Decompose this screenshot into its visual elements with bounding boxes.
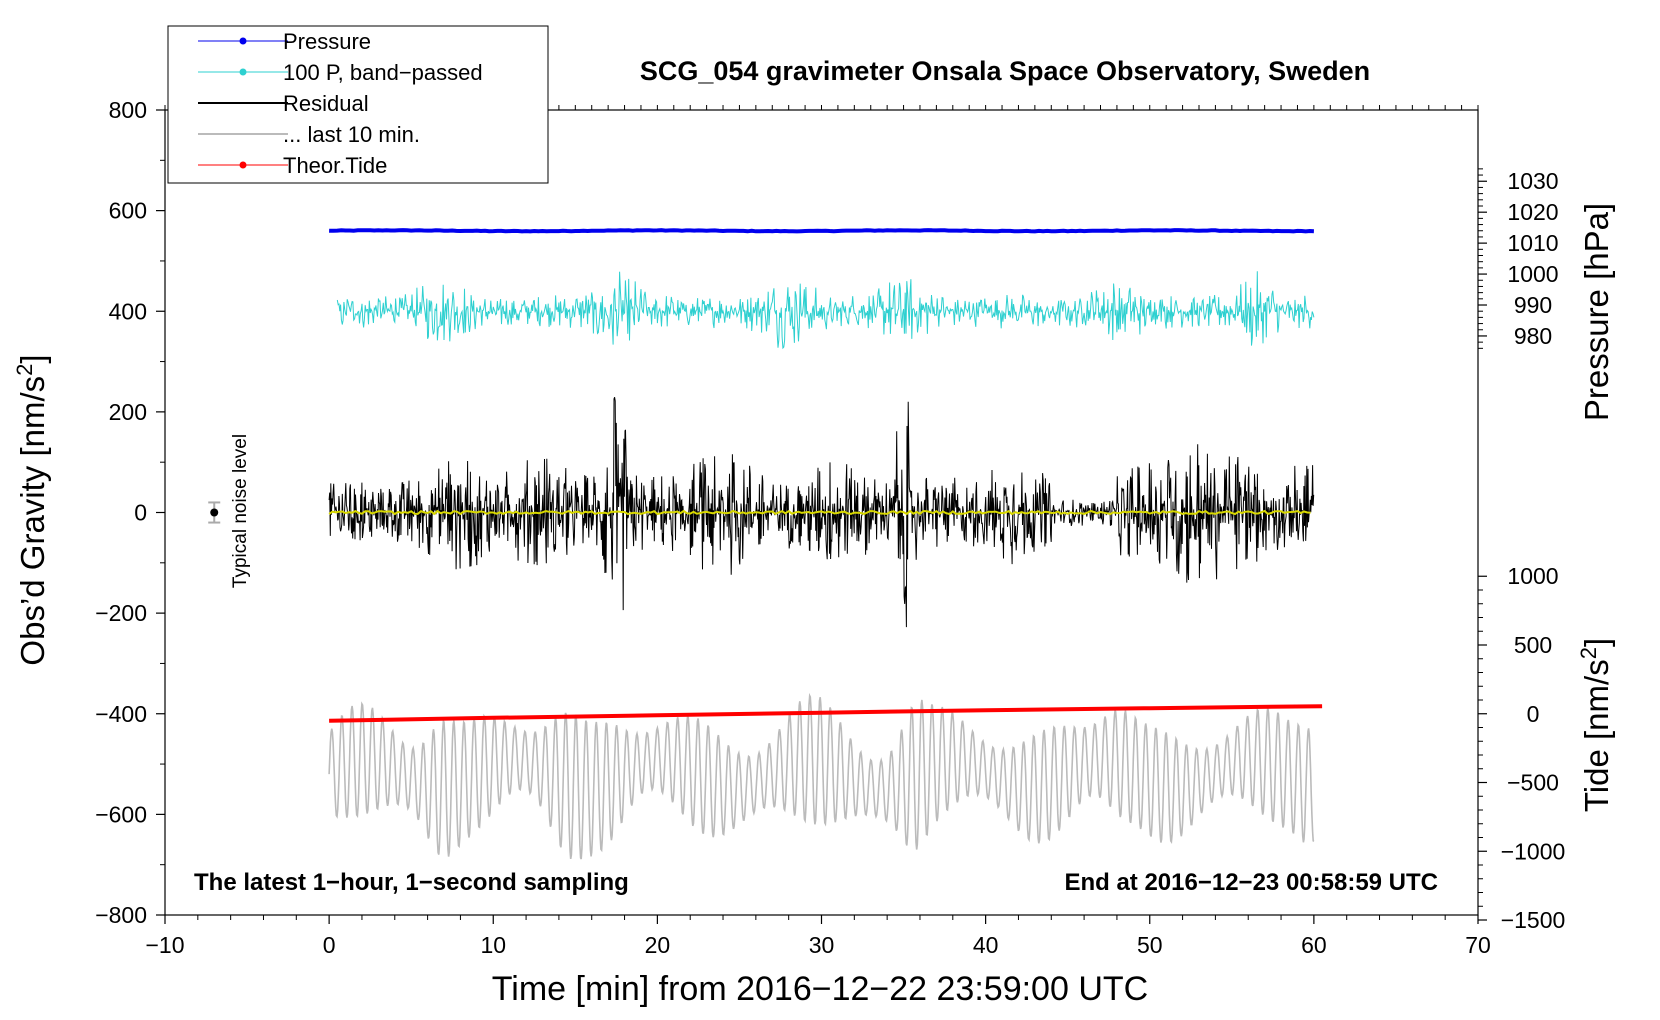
y-tick-label: 400 [109,298,147,324]
legend: Pressure 100 P, band−passed Residual ... la… [167,25,549,184]
series-last-10-min [328,692,1315,860]
y-tick-label: −800 [95,902,147,928]
x-tick-label: 20 [645,932,671,958]
series-pressure [329,228,1314,234]
x-tick-label: −10 [145,932,184,958]
tide-tick-label: 1000 [1507,563,1558,589]
series-band-passed-pressure [336,271,1315,350]
legend-marker [239,37,247,45]
y-axis-label-tide: Tide [nm/s2] [1576,638,1616,812]
series-residual [328,397,1315,628]
noise-point [210,508,219,517]
noise-level-marker [208,501,221,524]
pressure-tick-label: 990 [1514,292,1552,318]
axes-layer: −10 0 10 20 30 40 50 60 70−800−600−400−200020040… [95,97,1565,958]
y-tick-label: −400 [95,701,147,727]
pressure-tick-label: 1020 [1507,199,1558,225]
legend-box [167,25,549,184]
x-tick-label: 10 [480,932,506,958]
legend-marker [239,161,247,169]
x-tick-label: 60 [1301,932,1327,958]
series-residual-mean [328,509,1311,516]
legend-label: ... last 10 min. [283,122,420,147]
x-axis-label: Time [min] from 2016−12−22 23:59:00 UTC [492,970,1148,1008]
pressure-tick-label: 1010 [1507,230,1558,256]
x-tick-label: 30 [809,932,835,958]
x-tick-label: 40 [973,932,999,958]
pressure-tick-label: 980 [1514,323,1552,349]
annotation-sampling: The latest 1−hour, 1−second sampling [194,869,629,896]
x-tick-label: 0 [323,932,336,958]
y-tick-label: −600 [95,801,147,827]
legend-label: Theor.Tide [283,153,387,178]
tide-tick-label: −1000 [1501,838,1566,864]
y-tick-label: 200 [109,399,147,425]
annotation-end-time: End at 2016−12−23 00:58:59 UTC [1064,869,1438,896]
tide-tick-label: −1500 [1501,907,1566,933]
tide-tick-label: −500 [1507,770,1559,796]
legend-label: 100 P, band−passed [283,60,483,85]
noise-level-label: Typical noise level [230,434,251,588]
pressure-tick-label: 1030 [1507,168,1558,194]
tide-tick-label: 0 [1527,701,1540,727]
series-layer [328,228,1323,860]
y-tick-label: 0 [134,500,147,526]
x-tick-label: 70 [1465,932,1491,958]
legend-label: Pressure [283,29,371,54]
y-tick-label: −200 [95,600,147,626]
series-theor-tide [329,704,1323,723]
y-axis-label-left: Obs’d Gravity [nm/s2] [12,354,52,665]
tide-tick-label: 500 [1514,632,1552,658]
legend-label: Residual [283,91,369,116]
x-tick-label: 50 [1137,932,1163,958]
legend-marker [239,68,247,76]
chart-title: SCG_054 gravimeter Onsala Space Observat… [640,56,1370,86]
pressure-tick-label: 1000 [1507,261,1558,287]
y-axis-label-pressure: Pressure [hPa] [1578,203,1615,421]
y-tick-label: 800 [109,97,147,123]
y-tick-label: 600 [109,198,147,224]
